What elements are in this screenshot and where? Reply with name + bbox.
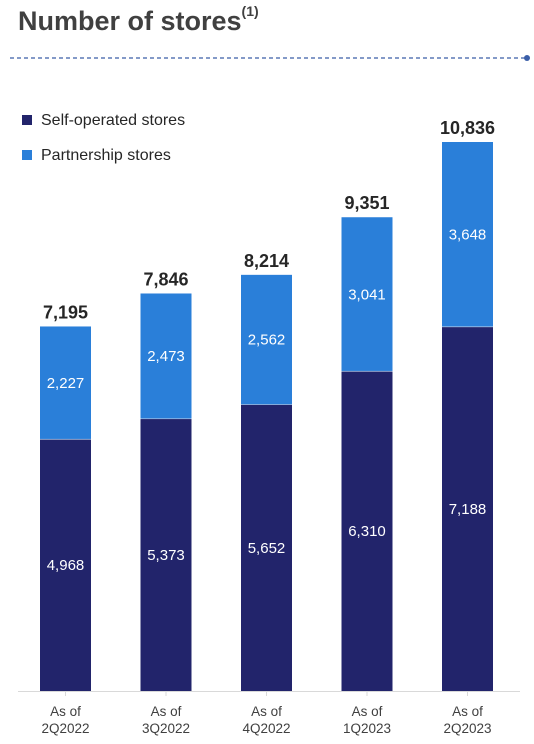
bar-self-operated-4 <box>341 371 393 691</box>
legend-label-1: Self-operated stores <box>41 112 185 129</box>
bar-partnership-5 <box>442 142 493 327</box>
bar-self-operated-2 <box>140 418 192 691</box>
data-label-self-operated-2: 5,373 <box>147 547 185 564</box>
x-tick-label-3-line-1: As of <box>251 704 282 719</box>
total-label-2: 7,846 <box>143 269 188 289</box>
bar-self-operated-3 <box>241 404 292 691</box>
data-label-partnership-4: 3,041 <box>348 286 386 303</box>
bar-partnership-4 <box>341 217 393 372</box>
title-text: Number of stores <box>18 6 242 36</box>
data-label-partnership-2: 2,473 <box>147 348 185 365</box>
x-tick-label-2-line-1: As of <box>151 704 182 719</box>
x-tick-label-5-line-1: As of <box>452 704 483 719</box>
x-tick-label-4-line-2: 1Q2023 <box>343 721 391 736</box>
data-label-self-operated-5: 7,188 <box>449 501 487 518</box>
x-tick-label-1-line-1: As of <box>50 704 81 719</box>
x-tick-label-4-line-1: As of <box>352 704 383 719</box>
total-label-1: 7,195 <box>43 302 88 322</box>
data-label-partnership-1: 2,227 <box>47 375 85 392</box>
x-tick-label-1-line-2: 2Q2022 <box>41 721 89 736</box>
data-label-self-operated-4: 6,310 <box>348 523 386 540</box>
total-label-4: 9,351 <box>344 193 389 213</box>
x-tick-label-5-line-2: 2Q2023 <box>443 721 491 736</box>
bar-self-operated-1 <box>40 439 91 691</box>
bar-self-operated-5 <box>442 326 493 691</box>
title-footnote-marker: (1) <box>241 3 259 19</box>
total-label-5: 10,836 <box>440 118 495 138</box>
legend-label-2: Partnership stores <box>41 147 171 164</box>
total-label-3: 8,214 <box>244 251 289 271</box>
legend-swatch-1 <box>22 115 32 125</box>
data-label-partnership-3: 2,562 <box>248 332 286 349</box>
bar-partnership-2 <box>140 293 192 419</box>
data-label-self-operated-3: 5,652 <box>248 540 286 557</box>
divider-end-dot <box>524 55 530 61</box>
legend-swatch-2 <box>22 150 32 160</box>
x-tick-label-3-line-2: 4Q2022 <box>242 721 290 736</box>
bar-partnership-3 <box>241 274 292 405</box>
bar-partnership-1 <box>40 326 91 440</box>
x-tick-label-2-line-2: 3Q2022 <box>142 721 190 736</box>
data-label-self-operated-1: 4,968 <box>47 557 85 574</box>
title-divider <box>10 55 530 61</box>
page-title: Number of stores(1) <box>18 3 259 37</box>
data-label-partnership-5: 3,648 <box>449 226 487 243</box>
